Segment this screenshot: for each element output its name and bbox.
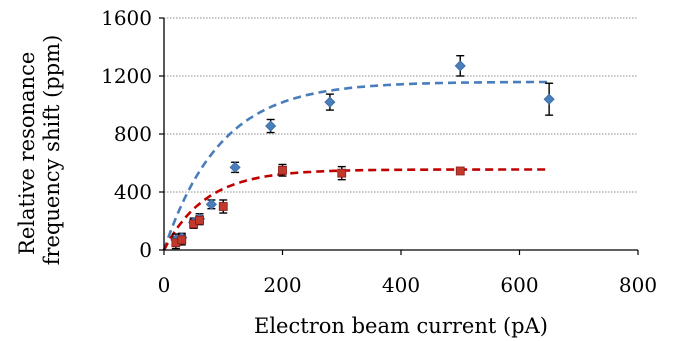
x-tick-label: 600: [500, 273, 538, 297]
y-tick-label: 1600: [101, 6, 152, 30]
data-point-diamond: [229, 161, 241, 173]
fit-curves: [162, 80, 548, 251]
data-point-diamond: [324, 96, 336, 108]
data-point-diamond: [265, 120, 277, 132]
error-bars: [171, 55, 554, 250]
data-point-diamond: [454, 60, 466, 72]
data-point-square: [177, 235, 187, 245]
data-point-diamond: [543, 93, 555, 105]
y-tick-label: 400: [114, 180, 152, 204]
x-tick-label: 800: [619, 273, 657, 297]
data-point-square: [455, 166, 465, 176]
data-point-square: [195, 215, 204, 225]
fit-curve-series-2: [162, 168, 548, 251]
x-tick-label: 400: [382, 273, 420, 297]
fit-curve-series-1: [162, 80, 548, 251]
x-axis-title: Electron beam current (pA): [254, 314, 548, 338]
data-point-square: [278, 165, 287, 175]
y-axis-title-line-1: Relative resonance: [15, 52, 39, 255]
data-point-square: [218, 202, 228, 211]
y-tick-label: 0: [139, 238, 152, 262]
tick-labels: 0 400 800 1200 1600 0 200 400 600 800: [101, 6, 657, 297]
y-tick-label: 800: [114, 122, 152, 146]
y-tick-label: 1200: [101, 64, 152, 88]
x-tick-label: 0: [158, 273, 171, 297]
x-tick-label: 200: [263, 273, 301, 297]
y-axis-title-line-2: frequency shift (ppm): [40, 35, 64, 266]
data-point-square: [337, 168, 347, 178]
y-axis-title: Relative resonance frequency shift (ppm): [15, 35, 64, 266]
data-point-diamond: [205, 198, 217, 210]
axes: [159, 17, 639, 255]
gridlines: [164, 17, 638, 193]
data-markers: [170, 60, 555, 248]
